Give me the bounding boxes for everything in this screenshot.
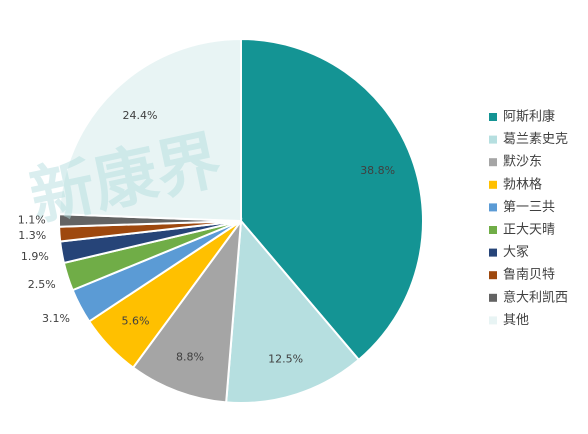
legend-swatch [489,113,497,121]
slice [225,218,361,404]
legend-swatch [489,293,497,302]
legend-label: 其他 [503,313,529,328]
legend-swatch [489,203,497,212]
legend-label: 默沙东 [503,154,542,170]
data-label: 1.1% [18,213,46,226]
legend-swatch [489,158,497,167]
data-label: 5.6% [122,314,150,327]
data-label: 1.3% [18,229,46,242]
data-label: 24.4% [123,109,158,122]
legend-swatch [489,271,497,280]
legend-swatch [489,180,497,189]
slice [131,217,243,404]
legend-label: 大冢 [503,245,529,260]
data-label: 38.8% [360,164,395,177]
legend-swatch [489,316,497,325]
labels: 38.8% 12.5% 8.8% 5.6% 3.1% 2.5% 1.9% 1.3% 1.1% 24… [18,109,395,365]
legend-swatch [489,226,497,234]
legend-swatch [489,135,497,144]
slice [58,37,242,223]
slice [240,37,424,362]
legend-label: 正大天晴 [503,223,555,238]
data-label: 2.5% [28,278,56,291]
data-label: 8.8% [176,350,204,363]
pie [58,37,424,404]
data-label: 3.1% [42,312,70,325]
legend-label: 鲁南贝特 [503,267,555,283]
legend-label: 阿斯利康 [503,109,555,125]
data-label: 12.5% [268,353,303,366]
legend-swatch [489,248,497,257]
data-label: 1.9% [21,250,49,263]
legend-label: 第一三共 [503,200,555,215]
legend-label: 葛兰素史克 [503,132,568,147]
legend-label: 勃林格 [503,176,542,192]
legend-label: 意大利凯西 [503,289,568,305]
